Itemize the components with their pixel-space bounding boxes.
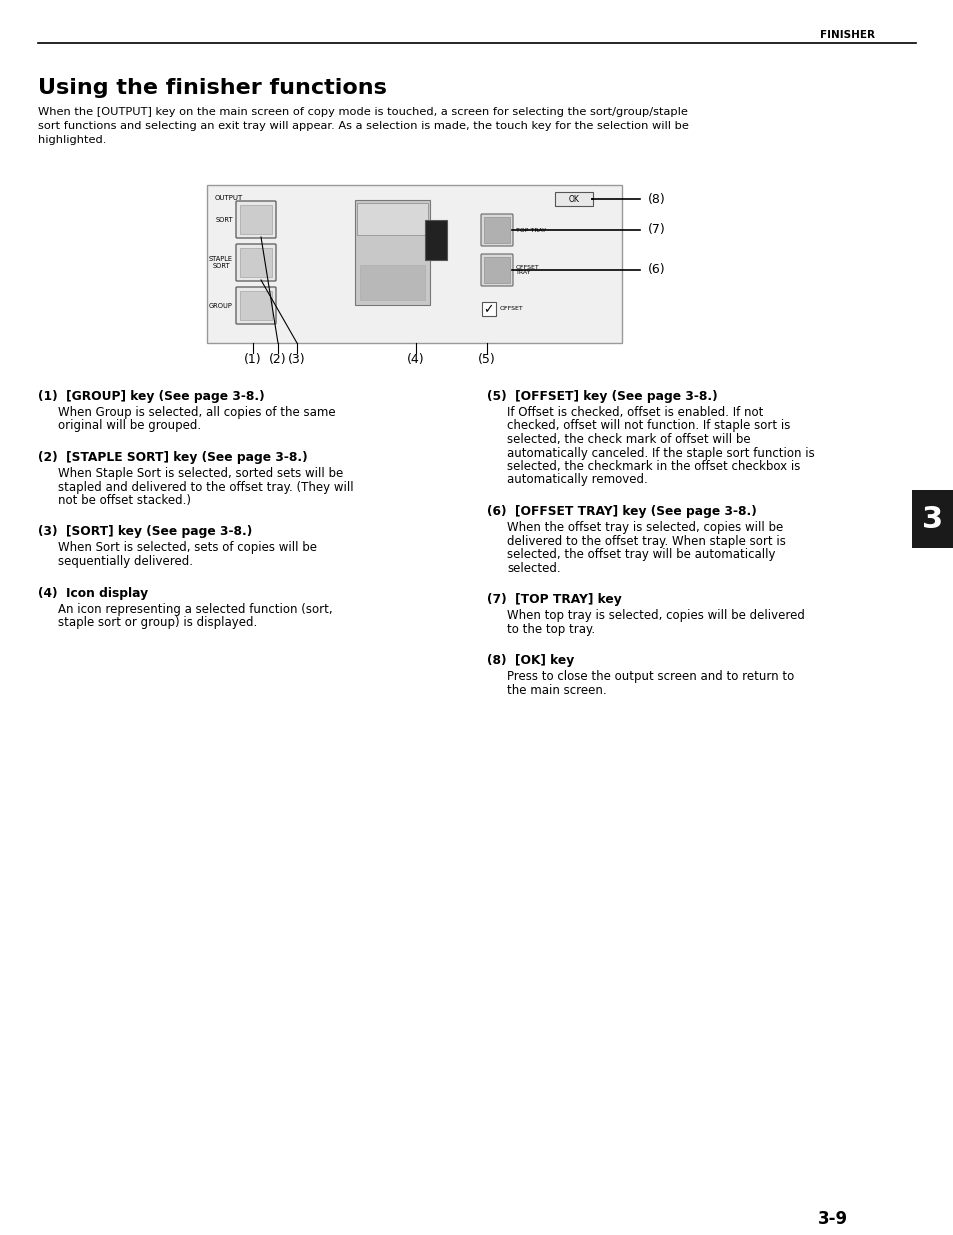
Text: selected, the checkmark in the offset checkbox is: selected, the checkmark in the offset ch… <box>506 459 800 473</box>
Text: STAPLE
SORT: STAPLE SORT <box>209 256 233 269</box>
Text: highlighted.: highlighted. <box>38 135 107 144</box>
Text: When Sort is selected, sets of copies will be: When Sort is selected, sets of copies wi… <box>58 541 316 555</box>
Text: (8): (8) <box>647 193 665 205</box>
Text: (2)  [STAPLE SORT] key (See page 3-8.): (2) [STAPLE SORT] key (See page 3-8.) <box>38 451 307 464</box>
FancyBboxPatch shape <box>359 266 424 300</box>
Text: When top tray is selected, copies will be delivered: When top tray is selected, copies will b… <box>506 609 804 622</box>
Text: If Offset is checked, offset is enabled. If not: If Offset is checked, offset is enabled.… <box>506 406 762 419</box>
Text: ✓: ✓ <box>482 304 493 316</box>
FancyBboxPatch shape <box>355 200 430 305</box>
Text: When the [OUTPUT] key on the main screen of copy mode is touched, a screen for s: When the [OUTPUT] key on the main screen… <box>38 107 687 117</box>
Text: When the offset tray is selected, copies will be: When the offset tray is selected, copies… <box>506 521 782 534</box>
FancyBboxPatch shape <box>555 191 593 206</box>
Text: TOP TRAY: TOP TRAY <box>516 227 545 232</box>
Text: (4): (4) <box>407 353 424 366</box>
Text: original will be grouped.: original will be grouped. <box>58 420 201 432</box>
Text: OFFSET
TRAY: OFFSET TRAY <box>516 264 539 275</box>
Text: When Group is selected, all copies of the same: When Group is selected, all copies of th… <box>58 406 335 419</box>
Text: sort functions and selecting an exit tray will appear. As a selection is made, t: sort functions and selecting an exit tra… <box>38 121 688 131</box>
Text: (5): (5) <box>477 353 496 366</box>
Text: the main screen.: the main screen. <box>506 683 606 697</box>
Text: (7): (7) <box>647 224 665 236</box>
FancyBboxPatch shape <box>207 185 621 343</box>
Text: delivered to the offset tray. When staple sort is: delivered to the offset tray. When stapl… <box>506 535 785 547</box>
Text: selected, the offset tray will be automatically: selected, the offset tray will be automa… <box>506 548 775 561</box>
FancyBboxPatch shape <box>240 291 272 320</box>
Text: An icon representing a selected function (sort,: An icon representing a selected function… <box>58 603 333 615</box>
FancyBboxPatch shape <box>480 214 513 246</box>
Text: (6)  [OFFSET TRAY] key (See page 3-8.): (6) [OFFSET TRAY] key (See page 3-8.) <box>486 505 756 517</box>
Text: sequentially delivered.: sequentially delivered. <box>58 555 193 568</box>
FancyBboxPatch shape <box>235 245 275 282</box>
FancyBboxPatch shape <box>911 490 953 548</box>
Text: (7)  [TOP TRAY] key: (7) [TOP TRAY] key <box>486 593 621 606</box>
Text: (2): (2) <box>269 353 287 366</box>
FancyBboxPatch shape <box>235 287 275 324</box>
Text: automatically removed.: automatically removed. <box>506 473 647 487</box>
FancyBboxPatch shape <box>240 205 272 233</box>
Text: OK: OK <box>568 194 578 204</box>
FancyBboxPatch shape <box>240 248 272 277</box>
Text: stapled and delivered to the offset tray. (They will: stapled and delivered to the offset tray… <box>58 480 354 494</box>
FancyBboxPatch shape <box>480 254 513 287</box>
Text: When Staple Sort is selected, sorted sets will be: When Staple Sort is selected, sorted set… <box>58 467 343 480</box>
Text: (1): (1) <box>244 353 261 366</box>
FancyBboxPatch shape <box>483 257 510 283</box>
FancyBboxPatch shape <box>483 217 510 243</box>
Text: selected.: selected. <box>506 562 560 574</box>
Text: automatically canceled. If the staple sort function is: automatically canceled. If the staple so… <box>506 447 814 459</box>
Text: selected, the check mark of offset will be: selected, the check mark of offset will … <box>506 433 750 446</box>
Text: Using the finisher functions: Using the finisher functions <box>38 78 387 98</box>
Text: 3: 3 <box>922 505 943 534</box>
Text: (8)  [OK] key: (8) [OK] key <box>486 655 574 667</box>
Text: (6): (6) <box>647 263 665 277</box>
Text: not be offset stacked.): not be offset stacked.) <box>58 494 191 508</box>
Text: FINISHER: FINISHER <box>820 30 874 40</box>
Text: (1)  [GROUP] key (See page 3-8.): (1) [GROUP] key (See page 3-8.) <box>38 390 264 403</box>
FancyBboxPatch shape <box>235 201 275 238</box>
Text: OUTPUT: OUTPUT <box>214 195 243 201</box>
Text: (4)  Icon display: (4) Icon display <box>38 587 148 599</box>
Text: 3-9: 3-9 <box>817 1210 847 1228</box>
Text: to the top tray.: to the top tray. <box>506 622 595 636</box>
Text: SORT: SORT <box>215 216 233 222</box>
Text: GROUP: GROUP <box>209 303 233 309</box>
Text: staple sort or group) is displayed.: staple sort or group) is displayed. <box>58 616 257 629</box>
Text: (3): (3) <box>288 353 306 366</box>
Text: (5)  [OFFSET] key (See page 3-8.): (5) [OFFSET] key (See page 3-8.) <box>486 390 717 403</box>
FancyBboxPatch shape <box>424 220 447 261</box>
Text: (3)  [SORT] key (See page 3-8.): (3) [SORT] key (See page 3-8.) <box>38 526 252 538</box>
Text: Press to close the output screen and to return to: Press to close the output screen and to … <box>506 671 794 683</box>
Text: checked, offset will not function. If staple sort is: checked, offset will not function. If st… <box>506 420 789 432</box>
Text: OFFSET: OFFSET <box>499 306 523 311</box>
FancyBboxPatch shape <box>481 303 496 316</box>
FancyBboxPatch shape <box>356 203 428 235</box>
